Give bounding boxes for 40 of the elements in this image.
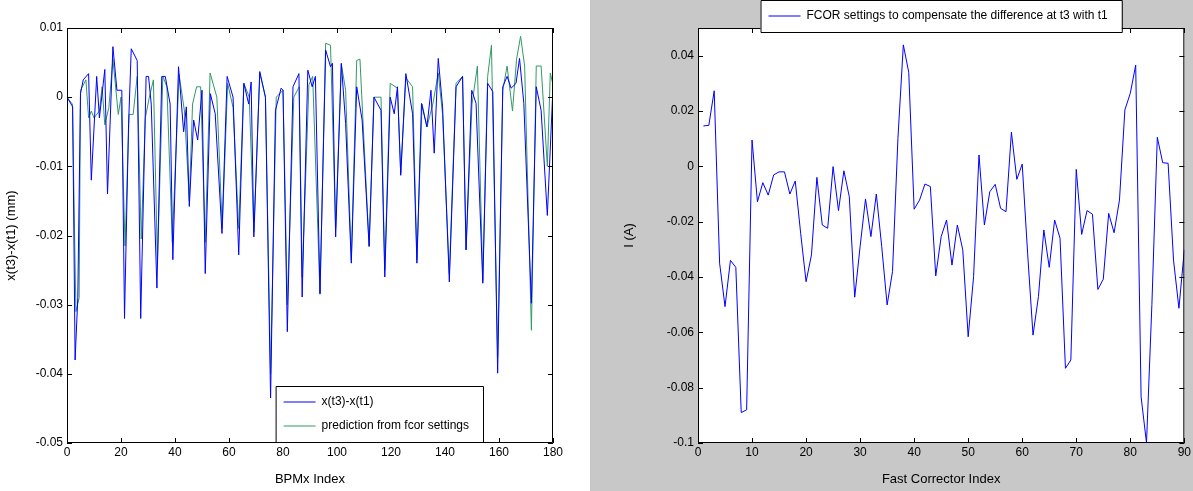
y-tick-label: -0.04 (666, 269, 695, 284)
y-tick-label: -0.04 (35, 366, 64, 381)
y-axis-title: x(t3)-x(t1) (mm) (3, 190, 19, 281)
y-tick-label: -0.03 (35, 296, 64, 311)
y-tick-label: -0.06 (666, 324, 695, 339)
y-tick-label: -0.05 (35, 435, 64, 450)
y-axis-title: I (A) (621, 223, 637, 248)
y-tick-label: 0.04 (670, 47, 695, 62)
x-tick-label: 10 (745, 444, 760, 459)
x-tick-label: 160 (488, 444, 510, 459)
y-tick-label: 0 (56, 89, 64, 104)
x-tick-label: 90 (1177, 444, 1192, 459)
x-tick-label: 40 (168, 444, 182, 459)
x-tick-label: 140 (434, 444, 456, 459)
x-axis-title: Fast Corrector Index (881, 470, 1001, 486)
x-axis-title: BPMx Index (274, 470, 346, 486)
x-tick-label: 100 (326, 444, 348, 459)
y-tick-label: 0.02 (670, 103, 695, 118)
x-tick-label: 30 (853, 444, 868, 459)
x-tick-label: 60 (1015, 444, 1030, 459)
x-tick-label: 50 (961, 444, 976, 459)
x-tick-label: 80 (276, 444, 290, 459)
x-tick-label: 120 (380, 444, 402, 459)
x-tick-label: 70 (1069, 444, 1084, 459)
y-tick-label: -0.01 (35, 158, 64, 173)
x-tick-label: 60 (222, 444, 236, 459)
x-tick-label: 40 (907, 444, 922, 459)
x-tick-label: 80 (1123, 444, 1138, 459)
y-tick-label: -0.08 (666, 379, 695, 394)
y-tick-label: 0 (687, 158, 695, 173)
y-tick-label: -0.02 (35, 227, 64, 242)
legend-label: x(t3)-x(t1) (321, 394, 374, 409)
y-tick-label: -0.02 (666, 213, 695, 228)
x-tick-label: 20 (799, 444, 814, 459)
y-tick-label: 0.01 (39, 20, 64, 35)
legend-label: FCOR settings to compensate the difference at t3 with t1 (806, 8, 1109, 23)
legend-label: prediction from fcor settings (321, 418, 470, 433)
x-tick-label: 180 (542, 444, 564, 459)
y-tick-label: -0.1 (673, 435, 695, 450)
x-tick-label: 20 (114, 444, 128, 459)
